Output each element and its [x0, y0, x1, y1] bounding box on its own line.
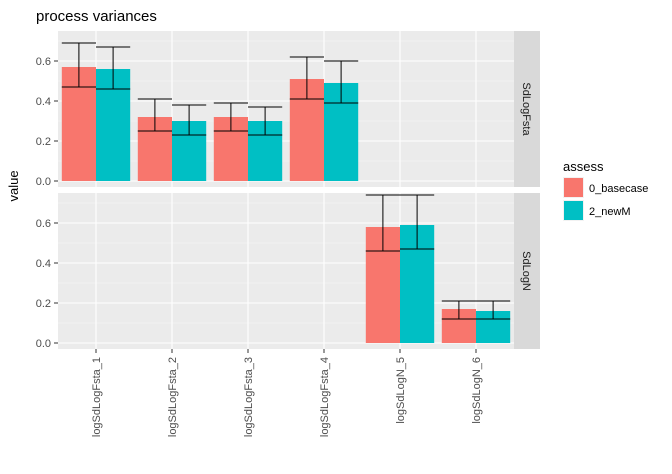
x-tick-label: logSdLogN_5: [395, 357, 407, 424]
y-tick-label: 0.6: [36, 56, 51, 68]
legend-swatch: [564, 201, 583, 220]
y-tick-label: 0.2: [36, 136, 51, 148]
x-tick-label: logSdLogFsta_4: [319, 357, 331, 437]
facet-strip-label: SdLogN: [520, 251, 532, 291]
x-tick-label: logSdLogFsta_1: [91, 357, 103, 437]
legend-swatch: [564, 178, 583, 197]
y-tick-label: 0.0: [36, 338, 51, 350]
facet-strip: [514, 193, 540, 349]
facet-strip: [514, 31, 540, 187]
x-axis: logSdLogFsta_1 logSdLogFsta_2 logSdLogFsta…: [91, 349, 483, 437]
legend-entry-label: 0_basecase: [589, 183, 648, 195]
facet-panel: 0.0 0.2 0.4 0.6 SdLogFsta: [36, 31, 540, 188]
legend-title: assess: [563, 159, 604, 174]
x-tick-label: logSdLogFsta_2: [167, 357, 179, 437]
y-tick-label: 0.4: [36, 96, 51, 108]
y-axis-label: value: [6, 170, 21, 201]
y-tick-label: 0.6: [36, 218, 51, 230]
x-tick-label: logSdLogN_6: [471, 357, 483, 424]
chart-title: process variances: [36, 8, 157, 25]
facet-strip-label: SdLogFsta: [520, 82, 532, 136]
y-tick-label: 0.4: [36, 258, 51, 270]
x-tick-label: logSdLogFsta_3: [243, 357, 255, 437]
y-tick-label: 0.0: [36, 176, 51, 188]
legend-entry-label: 2_newM: [589, 206, 631, 218]
legend: assess 0_basecase 2_newM: [563, 159, 648, 221]
facet-panels: 0.0 0.2 0.4 0.6 SdLogFsta 0.0 0.2 0.4 0.6 SdLogN: [36, 31, 540, 350]
y-tick-label: 0.2: [36, 298, 51, 310]
facet-panel: 0.0 0.2 0.4 0.6 SdLogN: [36, 193, 540, 350]
